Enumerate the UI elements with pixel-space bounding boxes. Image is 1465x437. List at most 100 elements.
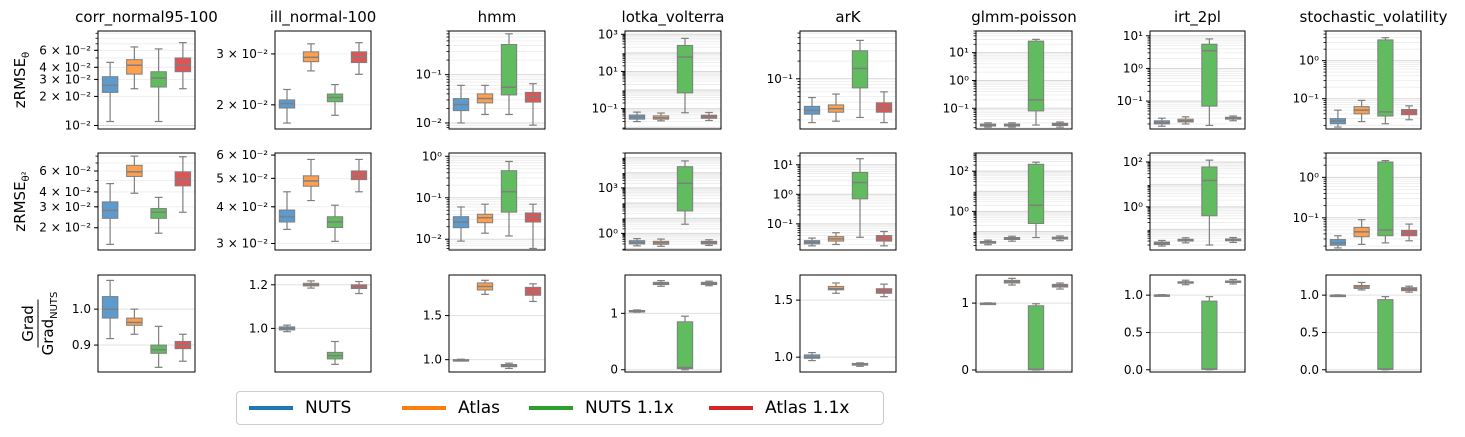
panel-frame <box>799 152 897 251</box>
tick-label: 10¹ <box>773 158 793 172</box>
tick-label: 0.0 <box>1124 363 1143 377</box>
box <box>1377 39 1394 117</box>
box <box>1201 300 1218 370</box>
tick-label: 3 × 10⁻² <box>39 200 91 214</box>
tick-label: 10⁻² <box>416 232 443 246</box>
panel-frame <box>1149 274 1246 373</box>
panel: 1.0 1.2 <box>249 274 372 373</box>
tick-label: 10² <box>1123 155 1143 169</box>
box <box>150 208 167 219</box>
row-label: Grad GradNUTS <box>19 292 60 356</box>
tick-label: 4 × 10⁻² <box>39 60 91 74</box>
legend-swatch <box>709 406 753 410</box>
tick-label: 10⁻¹ <box>767 217 794 231</box>
panel: 2 × 10⁻² 3 × 10⁻² <box>216 30 372 130</box>
panel-frame <box>799 274 897 373</box>
tick-label: 1.0 <box>423 353 442 367</box>
column-title: corr_normal95-100 <box>75 8 218 27</box>
box <box>1027 163 1045 224</box>
panel: 1.0 1.5 <box>774 274 897 373</box>
panel: 0.9 1.0 <box>72 274 196 373</box>
tick-label: 10⁻¹ <box>416 191 443 205</box>
tick-label: 2 × 10⁻² <box>216 98 268 112</box>
tick-label: 10¹ <box>1123 29 1143 43</box>
tick-label: 5 × 10⁻² <box>216 171 268 185</box>
panel-frame <box>1325 274 1422 373</box>
panel-frame <box>274 274 372 373</box>
tick-label: 10⁰ <box>422 149 442 163</box>
tick-label: 1.5 <box>423 309 442 323</box>
panel-frame <box>624 274 722 373</box>
panel-frame <box>274 30 372 130</box>
legend-item-nuts: NUTS <box>249 392 351 424</box>
tick-label: 10⁰ <box>1299 170 1319 184</box>
tick-label: 10⁻² <box>416 116 443 130</box>
panel: 10⁻¹ 10⁰ <box>1293 30 1422 130</box>
panel: 10⁻² 10⁻¹ <box>416 30 546 130</box>
tick-label: 4 × 10⁻² <box>216 200 268 214</box>
panel-frame <box>1325 30 1422 130</box>
panel: 01 <box>961 274 1073 377</box>
tick-label: 0.0 <box>1300 363 1319 377</box>
tick-label: 3 × 10⁻² <box>216 236 268 250</box>
panel: 10⁻¹ 10⁰ 10¹ <box>1117 29 1246 130</box>
tick-label: 10⁻¹ <box>1293 92 1320 106</box>
tick-label: 10⁰ <box>1123 200 1143 214</box>
box <box>1027 305 1045 371</box>
legend-item-atlas: Atlas <box>402 392 500 424</box>
box <box>101 296 119 319</box>
tick-label: 1.0 <box>72 302 91 316</box>
panel-frame <box>274 152 372 251</box>
tick-label: 10⁻¹ <box>767 72 794 86</box>
panel: 10⁻¹ 10¹ 10³ <box>592 27 722 130</box>
legend-swatch <box>402 406 446 410</box>
panel-frame <box>1149 30 1246 130</box>
legend-label: NUTS <box>305 398 352 418</box>
column-title: lotka_volterra <box>622 8 725 27</box>
box <box>1201 43 1218 107</box>
box <box>476 213 494 224</box>
legend-item-atlas-1-1x: Atlas 1.1x <box>709 392 850 424</box>
tick-label: 10⁰ <box>949 73 969 87</box>
panel-frame <box>799 30 897 130</box>
row-label: zRMSEθ <box>11 52 32 108</box>
box <box>851 50 869 89</box>
box <box>524 212 542 223</box>
tick-label: 1.5 <box>774 293 793 307</box>
tick-label: 0 <box>610 363 618 377</box>
panel-frame <box>97 274 196 373</box>
box <box>1201 166 1218 217</box>
box <box>676 44 694 94</box>
svg-text:Grad: Grad <box>19 305 37 342</box>
panel: 3 × 10⁻² 4 × 10⁻² 5 × 10⁻² 6 × 10⁻² <box>216 148 372 251</box>
tick-label: 10⁻¹ <box>1117 94 1144 108</box>
tick-label: 10³ <box>598 181 618 195</box>
panel: 1.0 1.5 <box>423 274 546 373</box>
tick-label: 10⁻¹ <box>1293 211 1320 225</box>
tick-label: 10¹ <box>598 64 618 78</box>
panel: 10⁰ 10² <box>949 152 1073 251</box>
panel: 10⁻¹ 10⁰ 10¹ <box>943 30 1073 130</box>
column-title: hmm <box>478 8 517 26</box>
tick-label: 6 × 10⁻² <box>39 164 91 178</box>
box <box>500 44 518 96</box>
panel-frame <box>1325 152 1422 251</box>
legend: NUTS Atlas NUTS 1.1x Atlas 1.1x <box>236 391 884 425</box>
tick-label: 10⁻¹ <box>592 102 619 116</box>
tick-label: 1 <box>610 306 618 320</box>
box <box>851 171 869 200</box>
tick-label: 0 <box>961 363 969 377</box>
panel-frame <box>624 152 722 251</box>
tick-label: 10³ <box>598 27 618 41</box>
tick-label: 0.5 <box>1124 325 1143 339</box>
tick-label: 1.0 <box>1124 288 1143 302</box>
box <box>126 164 143 177</box>
panel-frame <box>1149 152 1246 251</box>
tick-label: 10⁰ <box>1299 54 1319 68</box>
tick-label: 1 <box>961 296 969 310</box>
column-title: ill_normal-100 <box>270 8 377 27</box>
panel-frame <box>97 30 196 130</box>
tick-label: 1.0 <box>1300 288 1319 302</box>
box <box>676 321 694 370</box>
